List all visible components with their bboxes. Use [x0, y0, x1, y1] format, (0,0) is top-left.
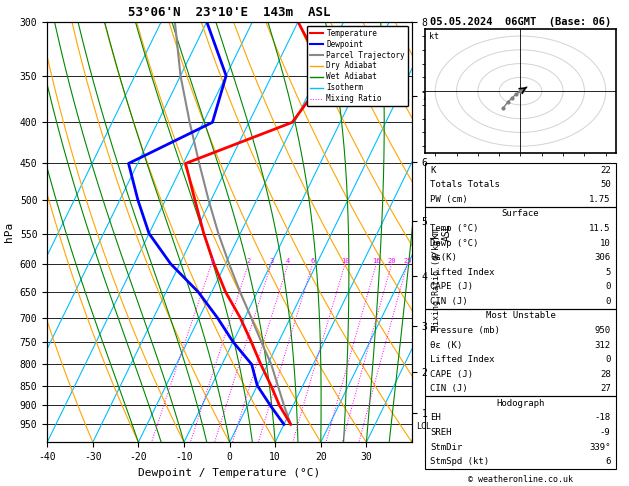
- Text: CIN (J): CIN (J): [430, 384, 468, 393]
- Bar: [425, 309, 616, 396]
- Y-axis label: km
ASL: km ASL: [430, 223, 452, 241]
- Text: 0: 0: [605, 355, 611, 364]
- Text: K: K: [430, 166, 436, 174]
- Text: -9: -9: [600, 428, 611, 437]
- Text: 11.5: 11.5: [589, 224, 611, 233]
- Text: Lifted Index: Lifted Index: [430, 355, 495, 364]
- Title: 53°06'N  23°10'E  143m  ASL: 53°06'N 23°10'E 143m ASL: [128, 6, 331, 19]
- Text: 25: 25: [403, 258, 411, 264]
- Text: 6: 6: [605, 457, 611, 466]
- Text: 0: 0: [605, 282, 611, 291]
- Text: 20: 20: [387, 258, 396, 264]
- Text: 4: 4: [286, 258, 290, 264]
- Text: 312: 312: [594, 341, 611, 349]
- Text: © weatheronline.co.uk: © weatheronline.co.uk: [469, 474, 573, 484]
- Text: 10: 10: [600, 239, 611, 247]
- Text: 05.05.2024  06GMT  (Base: 06): 05.05.2024 06GMT (Base: 06): [430, 17, 611, 27]
- Bar: [425, 163, 616, 207]
- Text: 306: 306: [594, 253, 611, 262]
- Text: kt: kt: [429, 32, 439, 41]
- Text: StmSpd (kt): StmSpd (kt): [430, 457, 489, 466]
- Bar: [425, 396, 616, 469]
- Text: θε(K): θε(K): [430, 253, 457, 262]
- Text: Most Unstable: Most Unstable: [486, 312, 555, 320]
- Text: 950: 950: [594, 326, 611, 335]
- Text: StmDir: StmDir: [430, 443, 462, 451]
- Text: Hodograph: Hodograph: [496, 399, 545, 408]
- Text: EH: EH: [430, 414, 441, 422]
- Text: -18: -18: [594, 414, 611, 422]
- Text: CAPE (J): CAPE (J): [430, 282, 474, 291]
- Text: θε (K): θε (K): [430, 341, 462, 349]
- Text: 10: 10: [341, 258, 349, 264]
- Text: 0: 0: [605, 297, 611, 306]
- Text: 27: 27: [600, 384, 611, 393]
- Text: Pressure (mb): Pressure (mb): [430, 326, 500, 335]
- Text: 5: 5: [605, 268, 611, 277]
- Text: Mixing Ratio (g/kg): Mixing Ratio (g/kg): [432, 235, 441, 330]
- Text: Dewp (°C): Dewp (°C): [430, 239, 479, 247]
- Text: 2: 2: [247, 258, 250, 264]
- Text: 6: 6: [311, 258, 314, 264]
- Text: 28: 28: [600, 370, 611, 379]
- Text: PW (cm): PW (cm): [430, 195, 468, 204]
- Text: CIN (J): CIN (J): [430, 297, 468, 306]
- Text: SREH: SREH: [430, 428, 452, 437]
- Text: CAPE (J): CAPE (J): [430, 370, 474, 379]
- X-axis label: Dewpoint / Temperature (°C): Dewpoint / Temperature (°C): [138, 468, 321, 478]
- Text: 22: 22: [600, 166, 611, 174]
- Text: Totals Totals: Totals Totals: [430, 180, 500, 189]
- Text: Surface: Surface: [502, 209, 539, 218]
- Text: Lifted Index: Lifted Index: [430, 268, 495, 277]
- Text: 3: 3: [269, 258, 274, 264]
- Y-axis label: hPa: hPa: [4, 222, 14, 242]
- Text: 1.75: 1.75: [589, 195, 611, 204]
- Text: LCL: LCL: [416, 422, 431, 431]
- Text: 339°: 339°: [589, 443, 611, 451]
- Text: Temp (°C): Temp (°C): [430, 224, 479, 233]
- Bar: [425, 207, 616, 309]
- Legend: Temperature, Dewpoint, Parcel Trajectory, Dry Adiabat, Wet Adiabat, Isotherm, Mi: Temperature, Dewpoint, Parcel Trajectory…: [306, 26, 408, 106]
- Text: 1: 1: [209, 258, 214, 264]
- Text: 16: 16: [372, 258, 381, 264]
- Text: 50: 50: [600, 180, 611, 189]
